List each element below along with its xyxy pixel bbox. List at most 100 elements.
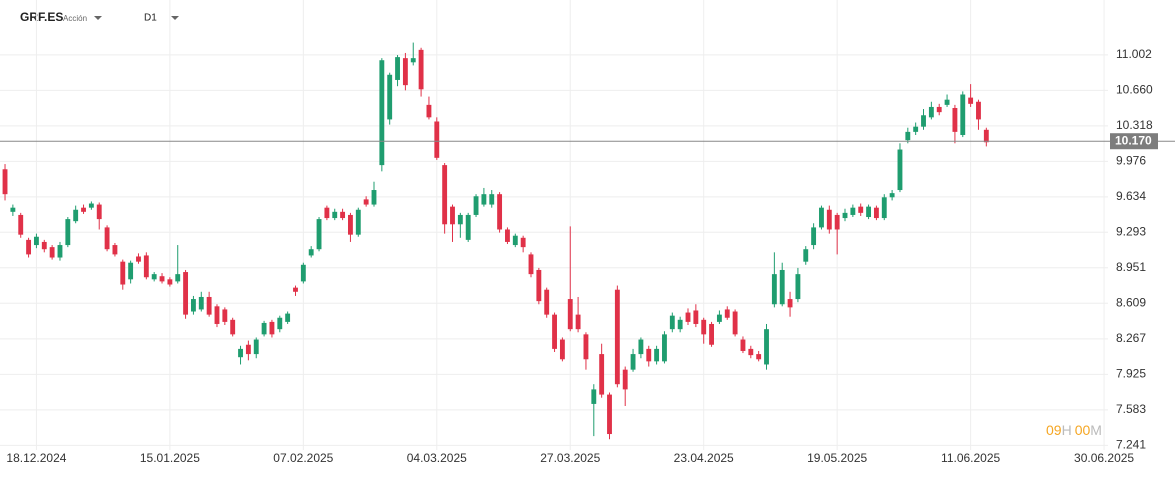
candle-body [33,236,39,246]
candle-body [473,196,479,215]
x-tick-label: 15.01.2025 [140,451,200,465]
candle-body [65,219,71,246]
candle-body [559,339,565,360]
candle-body [803,249,809,262]
candle-body [214,306,220,324]
candle-body [866,206,871,218]
candle-body [395,57,400,80]
candle-body [905,131,911,141]
candle-body [10,207,16,212]
candle-body [332,211,338,219]
candle-body [764,329,769,365]
candle-body [2,169,8,195]
candle-body [928,106,934,118]
candle-body [685,312,691,322]
candle-body [921,115,926,127]
candle-body [73,209,79,222]
candle-body [128,262,134,280]
candle-body [497,194,503,230]
y-tick-label: 11.002 [1116,47,1152,61]
candle-body [724,309,730,318]
x-tick-label: 04.03.2025 [407,451,467,465]
candle-body [811,227,817,246]
symbol[interactable]: GRF.ES [20,10,63,24]
candle-body [238,348,243,358]
plot [0,0,1108,450]
candle-body [599,354,605,395]
y-tick-label: 9.976 [1116,154,1146,168]
candle-body [536,269,542,302]
x-tick-label: 23.04.2025 [674,451,734,465]
candle-body [669,315,675,330]
candle-body [552,314,557,349]
y-tick-label: 7.583 [1116,402,1146,416]
candle-body [732,311,738,335]
candle-body [693,310,699,324]
candle-body [104,227,110,250]
candle-body [889,193,895,198]
candle-body [787,299,793,308]
candle-body [293,287,298,292]
candle-body [410,58,416,63]
candle-body [300,264,306,282]
candle-body [850,207,856,215]
y-tick-label: 8.951 [1116,260,1146,274]
candle-body [952,107,958,132]
candle-body [49,247,55,258]
candle-body [465,214,471,240]
candle-body [968,97,974,104]
candle-body [756,354,762,360]
timeframe[interactable]: D1 [144,13,157,24]
candle-body [151,274,157,280]
candle-body [528,254,534,275]
candle-body [41,241,47,250]
candle-body [340,211,346,219]
candle-body [269,321,275,335]
candle-body [371,190,377,205]
y-tick-label: 7.241 [1116,438,1146,452]
candle-body [614,289,620,385]
candle-body [646,348,652,362]
candle-body [120,261,126,285]
candle-body [716,314,722,322]
candle-body [677,319,683,330]
candle-body [167,279,173,285]
candle-body [622,369,628,390]
candle-body [489,194,495,205]
candle-body [57,245,63,258]
countdown-h: H [1062,422,1072,438]
candle-body [418,49,424,90]
dropdown-arrow[interactable] [171,16,179,20]
candle-body [748,348,754,356]
candle-body [960,94,966,135]
candle-body [873,207,879,219]
candle-body [936,106,942,113]
candle-body [136,256,141,262]
candle-body [253,339,259,355]
candle-body [190,299,196,312]
x-tick-label: 18.12.2024 [6,451,66,465]
candle-body [881,197,887,219]
candle-body [457,214,463,225]
candle-body [826,209,832,230]
candle-body [206,296,212,315]
candle-body [277,317,283,330]
candle-body [96,204,102,220]
candle-body [701,319,707,335]
candle-body [183,272,189,315]
candle-body [481,194,487,205]
candle-body [379,60,385,166]
dropdown-arrow[interactable] [94,16,102,20]
candle-body [944,99,950,105]
y-tick-label: 7.925 [1116,367,1146,381]
x-tick-label: 27.03.2025 [540,451,600,465]
candle-body [245,344,251,355]
candle-body [858,206,864,213]
instrument-kind: Acción [63,14,87,23]
candle-body [26,239,32,255]
candle-body [740,339,746,351]
countdown-m: M [1090,422,1102,438]
x-tick-label: 11.06.2025 [941,451,1000,465]
candle-body [567,299,573,330]
